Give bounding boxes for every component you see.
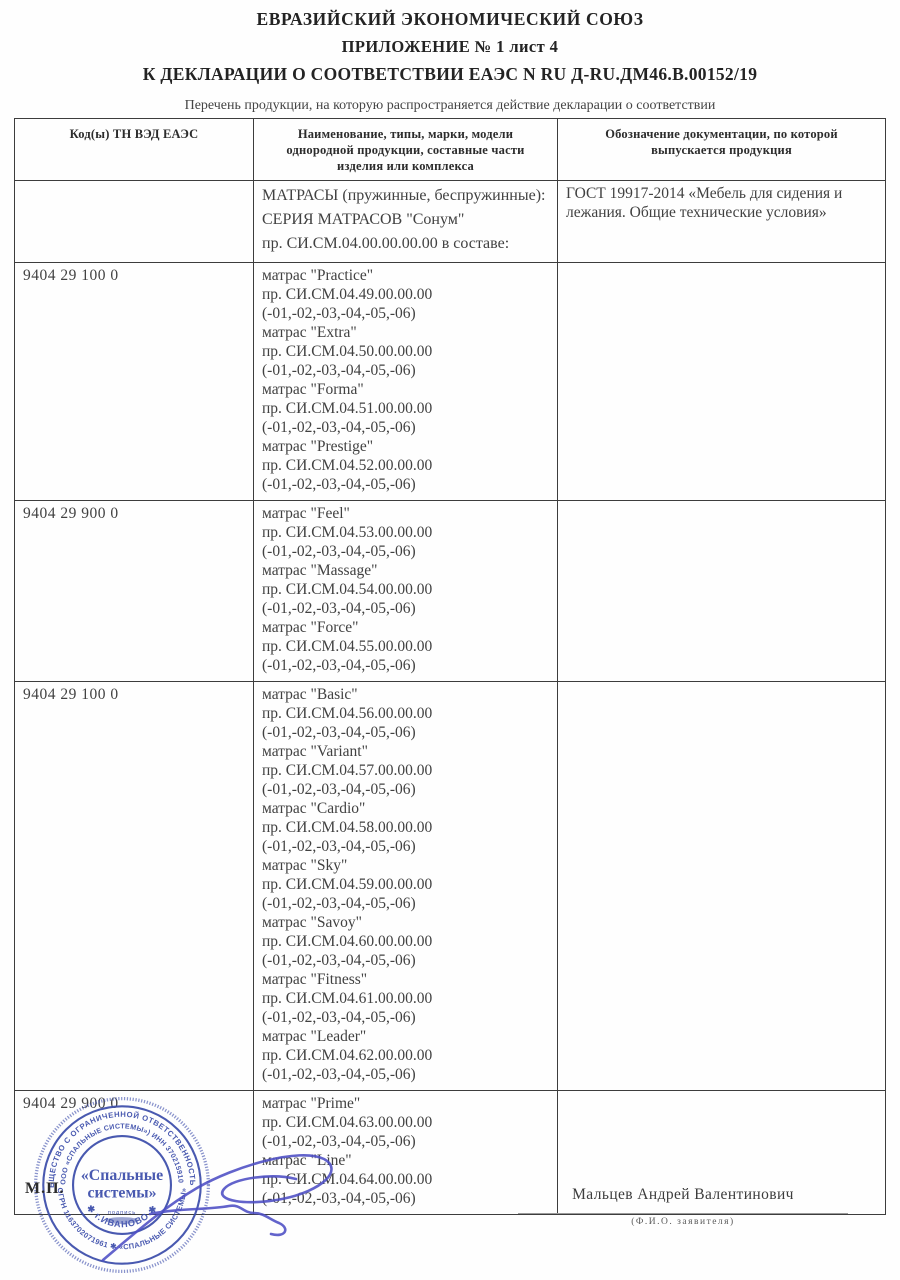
stamp-signature-smudge xyxy=(105,1217,139,1224)
stamp-center-name-line2: системы» xyxy=(87,1184,156,1201)
products-table: Код(ы) ТН ВЭД ЕАЭС Наименование, типы, м… xyxy=(14,118,886,1215)
tnved-code-cell: 9404 29 100 0 xyxy=(14,681,254,1091)
seal-place-label: М.П. xyxy=(25,1180,65,1197)
table-row: 9404 29 900 0 матрас "Feel" пр. СИ.СМ.04… xyxy=(14,500,886,682)
product-list-cell: матрас "Practice" пр. СИ.СМ.04.49.00.00.… xyxy=(253,262,558,501)
documentation-cell xyxy=(557,681,886,1091)
product-list-cell: матрас "Basic" пр. СИ.СМ.04.56.00.00.00 … xyxy=(253,681,558,1091)
applicant-name: Мальцев Андрей Валентинович xyxy=(572,1186,794,1203)
product-list-cell: матрас "Prime" пр. СИ.СМ.04.63.00.00.00 … xyxy=(253,1090,558,1215)
title-declaration-number: К ДЕКЛАРАЦИИ О СООТВЕТСТВИИ ЕАЭС N RU Д-… xyxy=(142,64,758,84)
documentation-cell xyxy=(557,500,886,682)
stamp-center-name-line1: «Спальные xyxy=(81,1167,163,1184)
title-annex-sheet: ПРИЛОЖЕНИЕ № 1 лист 4 xyxy=(341,37,559,56)
document-header: ЕВРАЗИЙСКИЙ ЭКОНОМИЧЕСКИЙ СОЮЗ ПРИЛОЖЕНИ… xyxy=(0,5,900,88)
products-table-head: Код(ы) ТН ВЭД ЕАЭС Наименование, типы, м… xyxy=(14,118,886,181)
product-list-cell: матрас "Feel" пр. СИ.СМ.04.53.00.00.00 (… xyxy=(253,500,558,682)
applicant-caption: (Ф.И.О. заявителя) xyxy=(631,1217,735,1227)
tnved-code-cell: 9404 29 100 0 xyxy=(14,262,254,501)
documentation-cell xyxy=(557,262,886,501)
column-header-documentation: Обозначение документации, по которой вып… xyxy=(557,118,886,181)
table-row: МАТРАСЫ (пружинные, беспружинные): СЕРИЯ… xyxy=(14,180,886,263)
applicant-block: Мальцев Андрей Валентинович (Ф.И.О. заяв… xyxy=(518,1186,848,1227)
tnved-code-cell xyxy=(14,180,254,263)
column-header-tnved-code: Код(ы) ТН ВЭД ЕАЭС xyxy=(14,118,254,181)
header-row: Код(ы) ТН ВЭД ЕАЭС Наименование, типы, м… xyxy=(14,118,886,181)
column-header-product-name: Наименование, типы, марки, модели одноро… xyxy=(253,118,558,181)
title-eaeu-union: ЕВРАЗИЙСКИЙ ЭКОНОМИЧЕСКИЙ СОЮЗ xyxy=(256,9,644,29)
documentation-cell xyxy=(557,1090,886,1215)
table-row: 9404 29 100 0 матрас "Basic" пр. СИ.СМ.0… xyxy=(14,681,886,1091)
signature-underline xyxy=(518,1213,848,1214)
product-list-cell: МАТРАСЫ (пружинные, беспружинные): СЕРИЯ… xyxy=(253,180,558,263)
table-row: 9404 29 100 0 матрас "Practice" пр. СИ.С… xyxy=(14,262,886,501)
table-caption: Перечень продукции, на которую распростр… xyxy=(184,98,716,113)
stamp-signature-caption: подпись xyxy=(108,1210,136,1216)
tnved-code-cell: 9404 29 900 0 xyxy=(14,500,254,682)
products-table-body: МАТРАСЫ (пружинные, беспружинные): СЕРИЯ… xyxy=(14,180,886,1215)
documentation-cell: ГОСТ 19917-2014 «Мебель для сидения и ле… xyxy=(557,180,886,263)
